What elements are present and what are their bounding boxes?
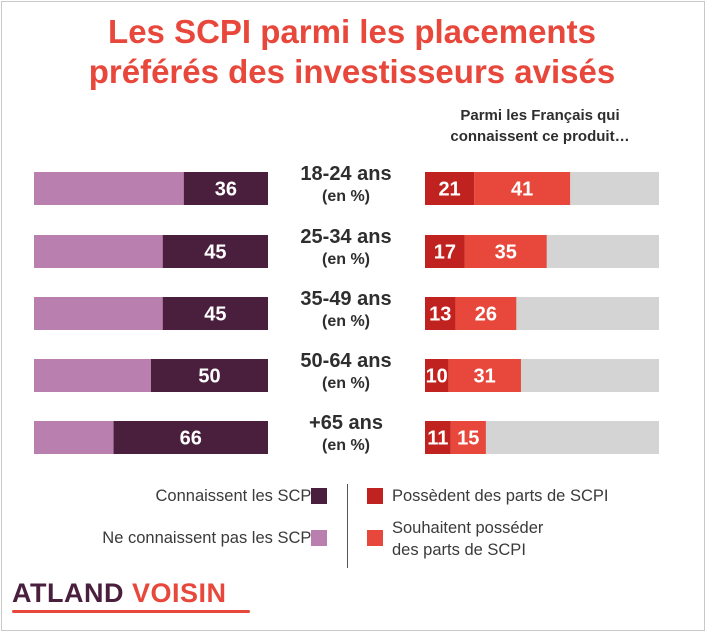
- bar-label-souhaitent: 35: [495, 242, 517, 264]
- bar-connaissent: [183, 172, 268, 205]
- bar-label-possedent: 17: [434, 242, 456, 264]
- age-label: 18-24 ans: [300, 163, 391, 185]
- bar-possedent: [425, 172, 475, 205]
- legend-swatch-possedent: [367, 488, 383, 504]
- right-chart-subtitle: Parmi les Français qui connaissent ce pr…: [415, 105, 665, 147]
- bar-connaissent: [151, 359, 268, 392]
- atland-voisin-logo: ATLAND VOISIN: [12, 578, 227, 608]
- age-unit-label: (en %): [322, 251, 370, 268]
- bar-connaissent: [162, 235, 268, 268]
- bar-label-connaissent: 45: [204, 242, 226, 264]
- title-line-2: préférés des investisseurs avisés: [88, 53, 616, 90]
- right-subtitle-line-2: connaissent ce produit…: [450, 128, 630, 145]
- legend-swatch-souhaitent: [367, 530, 383, 546]
- bar-label-possedent: 11: [427, 428, 448, 450]
- legend-label-souhaitent: Souhaitent posséder des parts de SCPI: [392, 517, 543, 561]
- logo-underline: [12, 610, 250, 613]
- legend-label-souhaitent-line-1: Souhaitent posséder: [392, 519, 544, 537]
- bar-label-connaissent: 36: [215, 179, 237, 201]
- bar-label-connaissent: 66: [180, 428, 202, 450]
- bar-ne-connaissent-pas: [34, 235, 163, 268]
- age-label: +65 ans: [309, 412, 383, 434]
- bar-possedent: [425, 359, 449, 392]
- legend-swatch-connaissent: [311, 488, 327, 504]
- bar-ne-connaissent-pas: [34, 359, 151, 392]
- age-unit-label: (en %): [322, 375, 370, 392]
- bar-souhaitent: [448, 359, 521, 392]
- right-subtitle-line-1: Parmi les Français qui: [460, 107, 620, 124]
- bar-label-possedent: 13: [429, 304, 451, 326]
- bar-possedent: [425, 235, 465, 268]
- chart-title: Les SCPI parmi les placements préférés d…: [0, 12, 704, 92]
- bar-possedent: [425, 297, 456, 330]
- logo-voisin: VOISIN: [132, 578, 227, 608]
- age-label: 35-49 ans: [300, 288, 391, 310]
- bar-label-possedent: 10: [426, 366, 448, 388]
- bar-souhaitent: [474, 172, 571, 205]
- age-label: 50-64 ans: [300, 350, 391, 372]
- bar-label-connaissent: 50: [198, 366, 220, 388]
- age-unit-label: (en %): [322, 188, 370, 205]
- bar-label-souhaitent: 31: [474, 366, 496, 388]
- age-label: 25-34 ans: [300, 226, 391, 248]
- bar-label-souhaitent: 41: [511, 179, 533, 201]
- legend-label-connaissent: Connaissent les SCPI: [155, 487, 317, 505]
- bar-ne-connaissent-pas: [34, 172, 184, 205]
- bar-label-possedent: 21: [438, 179, 460, 201]
- title-line-1: Les SCPI parmi les placements: [108, 13, 596, 50]
- bar-souhaitent: [450, 421, 486, 454]
- age-unit-label: (en %): [322, 313, 370, 330]
- age-unit-label: (en %): [322, 437, 370, 454]
- bar-connaissent: [162, 297, 268, 330]
- logo-atland: ATLAND: [12, 578, 124, 608]
- bar-label-connaissent: 45: [204, 304, 226, 326]
- legend-swatch-ne-connaissent-pas: [311, 530, 327, 546]
- legend-label-possedent: Possèdent des parts de SCPI: [392, 487, 609, 505]
- bar-label-souhaitent: 15: [457, 428, 479, 450]
- bar-connaissent: [113, 421, 268, 454]
- bar-souhaitent: [455, 297, 517, 330]
- bar-possedent: [425, 421, 451, 454]
- bar-label-souhaitent: 26: [475, 304, 497, 326]
- bar-souhaitent: [464, 235, 547, 268]
- legend-label-souhaitent-line-2: des parts de SCPI: [392, 541, 526, 559]
- legend-label-ne-connaissent-pas: Ne connaissent pas les SCPI: [102, 529, 316, 547]
- legend-divider: [347, 484, 348, 568]
- bar-ne-connaissent-pas: [34, 297, 163, 330]
- bar-ne-connaissent-pas: [34, 421, 114, 454]
